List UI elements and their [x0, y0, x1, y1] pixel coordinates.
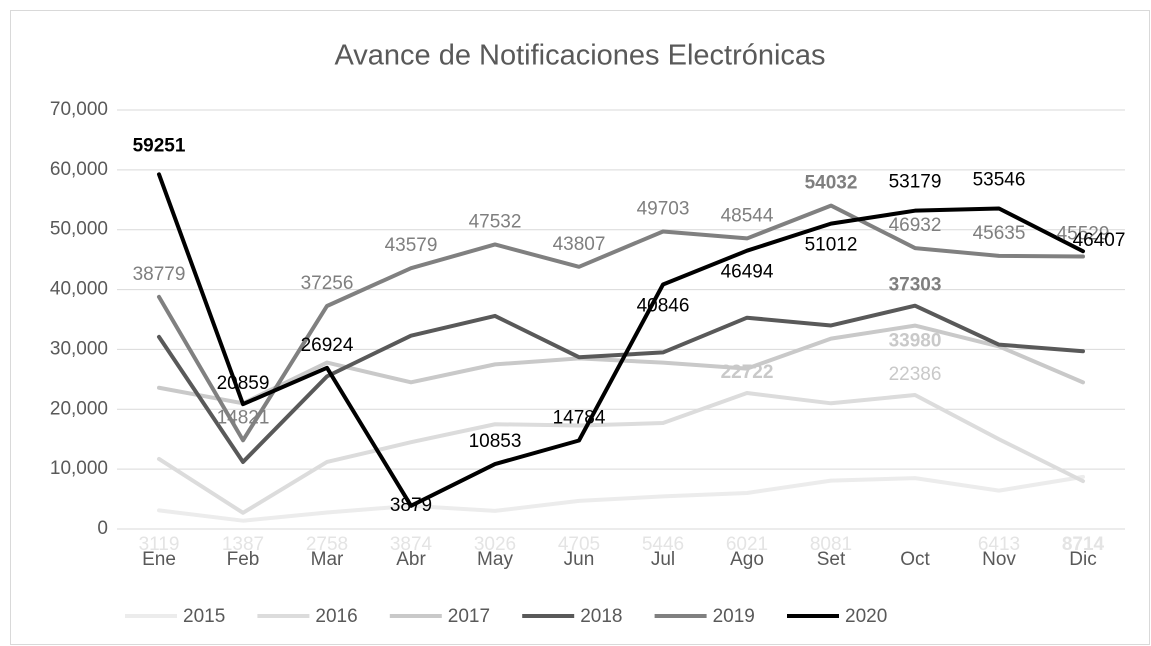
data-label: 3874: [390, 534, 433, 555]
x-tick-label: Ago: [730, 549, 764, 570]
data-label: 8714: [1062, 534, 1105, 555]
data-label: 6021: [726, 534, 768, 555]
data-label: 6413: [978, 534, 1020, 555]
data-label: 45635: [973, 223, 1026, 244]
legend-label: 2020: [845, 606, 887, 627]
data-label: 4705: [558, 534, 600, 555]
data-label: 54032: [805, 173, 858, 194]
x-tick-label: Mar: [311, 549, 344, 570]
data-label: 5446: [642, 534, 684, 555]
data-label: 3119: [139, 534, 180, 555]
x-tick-label: Ene: [142, 549, 176, 570]
data-label: 26924: [301, 335, 354, 356]
y-tick-label: 40,000: [50, 279, 108, 300]
y-tick-label: 70,000: [50, 99, 108, 120]
series-line: [157, 172, 1085, 508]
x-tick-label: Nov: [982, 549, 1016, 570]
chart-title: Avance de Notificaciones Electrónicas: [334, 40, 825, 72]
x-tick-label: Abr: [396, 549, 426, 570]
y-tick-label: 20,000: [50, 398, 108, 419]
x-tick-label: Dic: [1069, 549, 1096, 570]
x-tick-label: Feb: [227, 549, 260, 570]
series-line: [157, 390, 1085, 515]
x-tick-label: Jul: [651, 549, 675, 570]
legend-label: 2017: [448, 606, 490, 627]
data-label: 46494: [721, 262, 774, 283]
legend-label: 2019: [713, 606, 755, 627]
x-tick-label: Oct: [900, 549, 930, 570]
x-tick-label: Jun: [564, 549, 595, 570]
data-label: 51012: [805, 235, 858, 256]
x-tick-label: Set: [817, 549, 846, 570]
y-tick-label: 10,000: [50, 458, 108, 479]
data-label: 3026: [474, 534, 516, 555]
data-label: 46932: [889, 215, 942, 236]
legend-label: 2018: [580, 606, 622, 627]
data-label: 45529: [1057, 223, 1110, 244]
data-label: 48544: [721, 205, 774, 226]
y-tick-label: 60,000: [50, 159, 108, 180]
data-label: 59251: [133, 135, 186, 156]
data-label: 40846: [637, 296, 690, 317]
data-label: 14784: [553, 408, 606, 429]
legend-label: 2016: [315, 606, 357, 627]
data-label: 8081: [810, 534, 852, 555]
data-label: 47532: [469, 212, 522, 233]
data-label: 46407: [1073, 230, 1126, 251]
data-label: 38779: [133, 264, 186, 285]
data-label: 2758: [306, 534, 348, 555]
y-tick-label: 50,000: [50, 219, 108, 240]
data-label: 53546: [973, 170, 1026, 191]
data-label: 33980: [889, 331, 942, 352]
data-label: 43807: [553, 234, 606, 255]
y-tick-label: 30,000: [50, 338, 108, 359]
data-label: 10853: [469, 431, 522, 452]
data-label: 43579: [385, 235, 438, 256]
series-line: [157, 474, 1085, 523]
data-label: 37303: [889, 275, 942, 296]
data-label: 20859: [217, 373, 270, 394]
series-line: [157, 203, 1085, 443]
data-label: 49703: [637, 199, 690, 220]
data-label: 22386: [889, 364, 942, 385]
y-tick-label: 0: [97, 518, 108, 539]
data-label: 14821: [217, 407, 270, 428]
data-label: 22722: [721, 362, 774, 383]
data-label: 37256: [301, 273, 354, 294]
data-label: 1387: [222, 534, 264, 555]
series-line: [157, 303, 1085, 464]
data-label: 3879: [390, 495, 432, 516]
legend-label: 2015: [183, 606, 225, 627]
x-tick-label: May: [477, 549, 513, 570]
data-label: 53179: [889, 172, 942, 193]
